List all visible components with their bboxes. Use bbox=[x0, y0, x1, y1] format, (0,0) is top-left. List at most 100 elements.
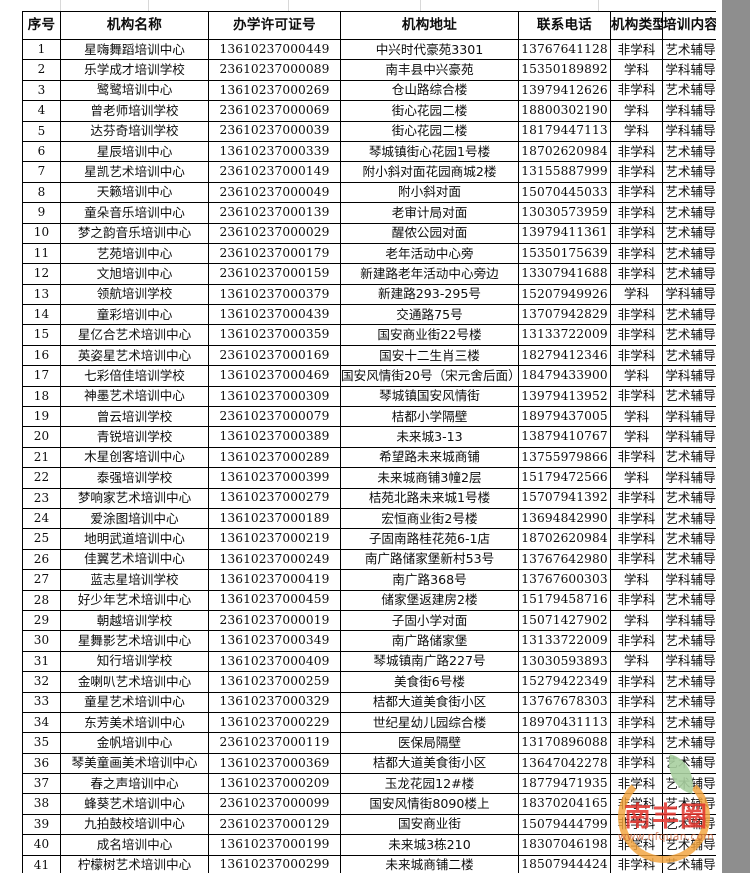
cell-num: 41 bbox=[22, 854, 61, 873]
cell-train: 艺术辅导 bbox=[662, 181, 719, 204]
cell-addr: 桔苑北路未来城1号楼 bbox=[340, 487, 519, 509]
cell-num: 35 bbox=[22, 732, 61, 754]
cell-type: 非学科 bbox=[610, 711, 663, 734]
cell-cert: 23610237000029 bbox=[208, 222, 341, 244]
cell-addr: 琴城镇街心花园1号楼 bbox=[340, 140, 519, 163]
cell-cert: 13610237000419 bbox=[208, 569, 341, 591]
cell-phone: 13155887999 bbox=[518, 161, 611, 183]
cell-type: 非学科 bbox=[610, 324, 663, 346]
cell-phone: 18479433900 bbox=[518, 365, 611, 387]
cell-cert: 13610237000439 bbox=[208, 304, 341, 326]
cell-addr: 未来城3栋210 bbox=[340, 834, 519, 856]
cell-train: 艺术辅导 bbox=[662, 304, 719, 326]
cell-num: 31 bbox=[22, 650, 61, 673]
table-row: 10 梦之韵音乐培训中心 23610237000029 醒侬公园对面 139794113… bbox=[22, 222, 719, 244]
cell-addr: 老年活动中心旁 bbox=[340, 242, 519, 265]
cell-phone: 13707942829 bbox=[518, 304, 611, 326]
cell-name: 星凯艺术培训中心 bbox=[60, 161, 209, 183]
cell-num: 17 bbox=[22, 365, 61, 387]
cell-train: 艺术辅导 bbox=[662, 732, 719, 754]
cell-addr: 桔都大道美食街小区 bbox=[340, 691, 519, 713]
scan-guide bbox=[598, 0, 599, 12]
cell-type: 非学科 bbox=[610, 548, 663, 571]
cell-cert: 13610237000279 bbox=[208, 487, 341, 509]
table-row: 22 泰强培训学校 13610237000399 未来城商铺3幢2层 151794725… bbox=[22, 467, 719, 489]
cell-type: 非学科 bbox=[610, 528, 663, 550]
cell-num: 12 bbox=[22, 263, 61, 285]
cell-addr: 新建路293-295号 bbox=[340, 283, 519, 306]
cell-cert: 13610237000209 bbox=[208, 773, 341, 795]
cell-name: 木星创客培训中心 bbox=[60, 446, 209, 469]
cell-type: 非学科 bbox=[610, 691, 663, 713]
cell-name: 好少年艺术培训中心 bbox=[60, 589, 209, 611]
cell-cert: 13610237000189 bbox=[208, 507, 341, 530]
cell-name: 九拍鼓校培训中心 bbox=[60, 813, 209, 836]
column-header-phone: 联系电话 bbox=[518, 11, 611, 40]
cell-type: 学科 bbox=[610, 426, 663, 448]
table-row: 5 达芬奇培训学校 23610237000039 街心花园二楼 18179447113 学… bbox=[22, 120, 719, 142]
table-row: 34 东芳美术培训中心 13610237000229 世纪星幼儿园综合楼 1897043… bbox=[22, 711, 719, 734]
cell-name: 童朵音乐培训中心 bbox=[60, 202, 209, 224]
cell-phone: 13979412626 bbox=[518, 79, 611, 102]
cell-addr: 中兴时代豪苑3301 bbox=[340, 38, 519, 61]
cell-phone: 13694842990 bbox=[518, 507, 611, 530]
cell-num: 40 bbox=[22, 834, 61, 856]
training-institutions-table-container: 序号 机构名称 办学许可证号 机构地址 联系电话 机构类型 培训内容 1 星嗨舞蹈培训中心 13… bbox=[22, 11, 719, 873]
cell-cert: 13610237000289 bbox=[208, 446, 341, 469]
cell-addr: 琴城镇南广路227号 bbox=[340, 650, 519, 673]
column-header-name: 机构名称 bbox=[60, 11, 209, 40]
cell-cert: 13610237000219 bbox=[208, 528, 341, 550]
cell-type: 非学科 bbox=[610, 671, 663, 693]
cell-name: 鹭鹭培训中心 bbox=[60, 79, 209, 102]
cell-phone: 15179458716 bbox=[518, 589, 611, 611]
cell-train: 艺术辅导 bbox=[662, 528, 719, 550]
cell-name: 曾老师培训学校 bbox=[60, 100, 209, 122]
cell-num: 4 bbox=[22, 100, 61, 122]
cell-train: 艺术辅导 bbox=[662, 79, 719, 102]
cell-name: 成名培训中心 bbox=[60, 834, 209, 856]
table-row: 38 蜂葵艺术培训中心 23610237000099 国安风情街8090楼上 18370… bbox=[22, 793, 719, 815]
cell-num: 5 bbox=[22, 120, 61, 142]
table-row: 3 鹭鹭培训中心 13610237000269 仓山路综合楼 13979412626 非学… bbox=[22, 79, 719, 102]
table-row: 16 英姿星艺术培训中心 23610237000169 国安十二生肖三楼 1827941… bbox=[22, 344, 719, 367]
cell-cert: 23610237000119 bbox=[208, 732, 341, 754]
cell-cert: 13610237000299 bbox=[208, 854, 341, 873]
cell-name: 神墨艺术培训中心 bbox=[60, 385, 209, 408]
cell-num: 28 bbox=[22, 589, 61, 611]
table-row: 35 金帆培训中心 23610237000119 医保局隔壁 13170896088 非学… bbox=[22, 732, 719, 754]
cell-addr: 醒侬公园对面 bbox=[340, 222, 519, 244]
cell-addr: 附小斜对面 bbox=[340, 181, 519, 204]
table-row: 25 地明武道培训中心 13610237000219 子固南路桂花苑6-1店 18702… bbox=[22, 528, 719, 550]
cell-type: 学科 bbox=[610, 650, 663, 673]
cell-type: 非学科 bbox=[610, 589, 663, 611]
scan-guide bbox=[420, 0, 421, 12]
cell-phone: 15350175639 bbox=[518, 242, 611, 265]
table-row: 28 好少年艺术培训中心 13610237000459 储家堡返建房2楼 1517945… bbox=[22, 589, 719, 611]
cell-name: 英姿星艺术培训中心 bbox=[60, 344, 209, 367]
table-row: 24 爱涂图培训中心 13610237000189 宏恒商业街2号楼 136948429… bbox=[22, 507, 719, 530]
cell-num: 24 bbox=[22, 507, 61, 530]
cell-num: 7 bbox=[22, 161, 61, 183]
cell-cert: 13610237000349 bbox=[208, 630, 341, 652]
cell-num: 25 bbox=[22, 528, 61, 550]
cell-num: 16 bbox=[22, 344, 61, 367]
cell-phone: 13030573959 bbox=[518, 202, 611, 224]
cell-train: 艺术辅导 bbox=[662, 507, 719, 530]
table-row: 7 星凯艺术培训中心 23610237000149 附小斜对面花园商城2楼 131558… bbox=[22, 161, 719, 183]
cell-name: 琴美童画美术培训中心 bbox=[60, 752, 209, 775]
cell-num: 9 bbox=[22, 202, 61, 224]
cell-addr: 国安风情街20号（宋元舍后面） bbox=[340, 365, 519, 387]
cell-cert: 13610237000249 bbox=[208, 548, 341, 571]
cell-phone: 13133722009 bbox=[518, 630, 611, 652]
cell-addr: 玉龙花园12#楼 bbox=[340, 773, 519, 795]
cell-train: 艺术辅导 bbox=[662, 589, 719, 611]
cell-cert: 23610237000039 bbox=[208, 120, 341, 142]
cell-train: 艺术辅导 bbox=[662, 324, 719, 346]
cell-addr: 美食街6号楼 bbox=[340, 671, 519, 693]
table-row: 19 曾云培训学校 23610237000079 桔都小学隔壁 18979437005 学… bbox=[22, 406, 719, 428]
cell-name: 东芳美术培训中心 bbox=[60, 711, 209, 734]
cell-phone: 13170896088 bbox=[518, 732, 611, 754]
cell-addr: 国安商业街 bbox=[340, 813, 519, 836]
table-row: 41 柠檬树艺术培训中心 13610237000299 未来城商铺二楼 18507944… bbox=[22, 854, 719, 873]
cell-phone: 13979411361 bbox=[518, 222, 611, 244]
